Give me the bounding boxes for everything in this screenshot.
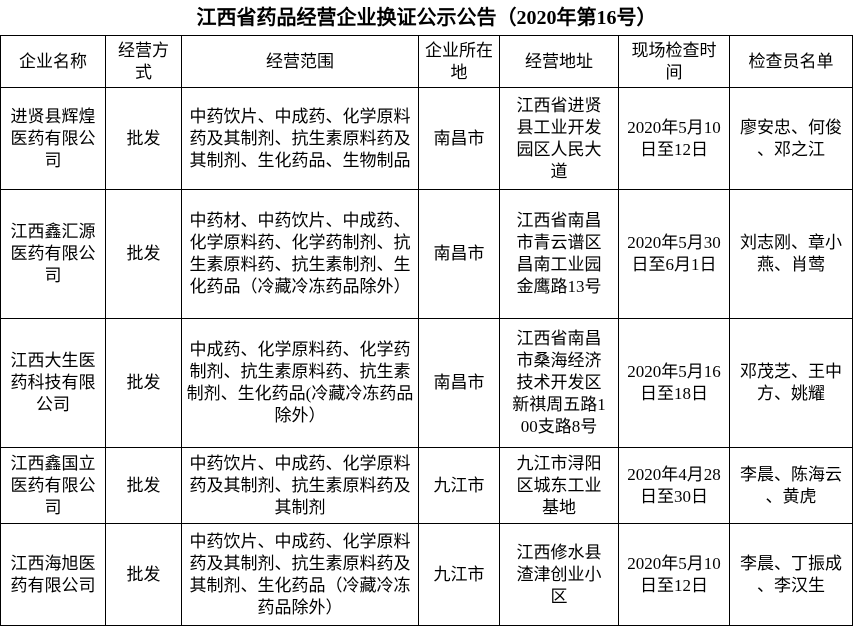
table-row: 江西大生医药科技有限公司 批发 中成药、化学原料药、化学药制剂、抗生素原料药、抗… xyxy=(0,318,853,448)
company-name: 江西大生医药科技有限公司 xyxy=(0,318,106,448)
business-scope: 中药饮片、中成药、化学原料药及其制剂、抗生素原料药及其制剂、生化药品（冷藏冷冻药… xyxy=(181,523,419,626)
business-scope: 中药饮片、中成药、化学原料药及其制剂、抗生素原料药及其制剂 xyxy=(181,447,419,524)
table-header-row: 企业名称 经营方式 经营范围 企业所在地 经营地址 现场检查时间 检查员名单 xyxy=(0,35,853,88)
company-name: 江西鑫汇源医药有限公司 xyxy=(0,189,106,319)
address: 九江市浔阳区城东工业基地 xyxy=(499,447,619,524)
business-mode: 批发 xyxy=(105,87,182,190)
license-table: 企业名称 经营方式 经营范围 企业所在地 经营地址 现场检查时间 检查员名单 进… xyxy=(0,35,853,626)
header-address: 经营地址 xyxy=(499,35,619,88)
inspectors: 李晨、丁振成、李汉生 xyxy=(729,523,853,626)
inspection-date: 2020年5月30日至6月1日 xyxy=(618,189,730,319)
business-mode: 批发 xyxy=(105,318,182,448)
inspection-date: 2020年5月16日至18日 xyxy=(618,318,730,448)
city: 南昌市 xyxy=(418,189,500,319)
table-row: 江西鑫国立医药有限公司 批发 中药饮片、中成药、化学原料药及其制剂、抗生素原料药… xyxy=(0,447,853,524)
page-title: 江西省药品经营企业换证公示公告（2020年第16号） xyxy=(196,7,657,29)
company-name: 江西鑫国立医药有限公司 xyxy=(0,447,106,524)
header-inspectors: 检查员名单 xyxy=(729,35,853,88)
header-company-name: 企业名称 xyxy=(0,35,106,88)
table-row: 进贤县辉煌医药有限公司 批发 中药饮片、中成药、化学原料药及其制剂、抗生素原料药… xyxy=(0,87,853,190)
business-scope: 中药材、中药饮片、中成药、化学原料药、化学药制剂、抗生素原料药、抗生素制剂、生化… xyxy=(181,189,419,319)
inspection-date: 2020年5月10日至12日 xyxy=(618,87,730,190)
header-city: 企业所在地 xyxy=(418,35,500,88)
inspectors: 李晨、陈海云、黄虎 xyxy=(729,447,853,524)
inspectors: 廖安忠、何俊、邓之江 xyxy=(729,87,853,190)
city: 九江市 xyxy=(418,523,500,626)
table-row: 江西鑫汇源医药有限公司 批发 中药材、中药饮片、中成药、化学原料药、化学药制剂、… xyxy=(0,189,853,319)
business-scope: 中成药、化学原料药、化学药制剂、抗生素原料药、抗生素制剂、生化药品(冷藏冷冻药品… xyxy=(181,318,419,448)
header-business-scope: 经营范围 xyxy=(181,35,419,88)
business-mode: 批发 xyxy=(105,523,182,626)
business-mode: 批发 xyxy=(105,447,182,524)
city: 九江市 xyxy=(418,447,500,524)
company-name: 江西海旭医药有限公司 xyxy=(0,523,106,626)
business-mode: 批发 xyxy=(105,189,182,319)
header-business-mode: 经营方式 xyxy=(105,35,182,88)
inspection-date: 2020年4月28日至30日 xyxy=(618,447,730,524)
address: 江西省南昌市桑海经济技术开发区新祺周五路100支路8号 xyxy=(499,318,619,448)
company-name: 进贤县辉煌医药有限公司 xyxy=(0,87,106,190)
business-scope: 中药饮片、中成药、化学原料药及其制剂、抗生素原料药及其制剂、生化药品、生物制品 xyxy=(181,87,419,190)
address: 江西修水县渣津创业小区 xyxy=(499,523,619,626)
inspectors: 刘志刚、章小燕、肖莺 xyxy=(729,189,853,319)
table-row: 江西海旭医药有限公司 批发 中药饮片、中成药、化学原料药及其制剂、抗生素原料药及… xyxy=(0,523,853,626)
header-inspection-date: 现场检查时间 xyxy=(618,35,730,88)
address: 江西省进贤县工业开发园区人民大道 xyxy=(499,87,619,190)
city: 南昌市 xyxy=(418,87,500,190)
inspection-date: 2020年5月10日至12日 xyxy=(618,523,730,626)
inspectors: 邓茂芝、王中方、姚耀 xyxy=(729,318,853,448)
address: 江西省南昌市青云谱区昌南工业园金鹰路13号 xyxy=(499,189,619,319)
city: 南昌市 xyxy=(418,318,500,448)
